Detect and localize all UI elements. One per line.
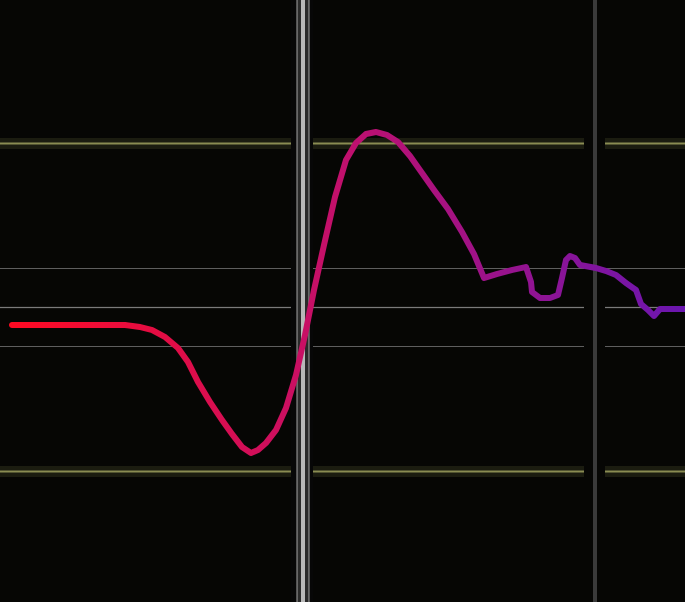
waveform-trace bbox=[9, 129, 685, 456]
lower-limit-line bbox=[0, 466, 685, 477]
upper-limit-line bbox=[0, 138, 685, 149]
primary-cursor[interactable] bbox=[291, 0, 313, 602]
secondary-cursor[interactable] bbox=[584, 0, 605, 602]
